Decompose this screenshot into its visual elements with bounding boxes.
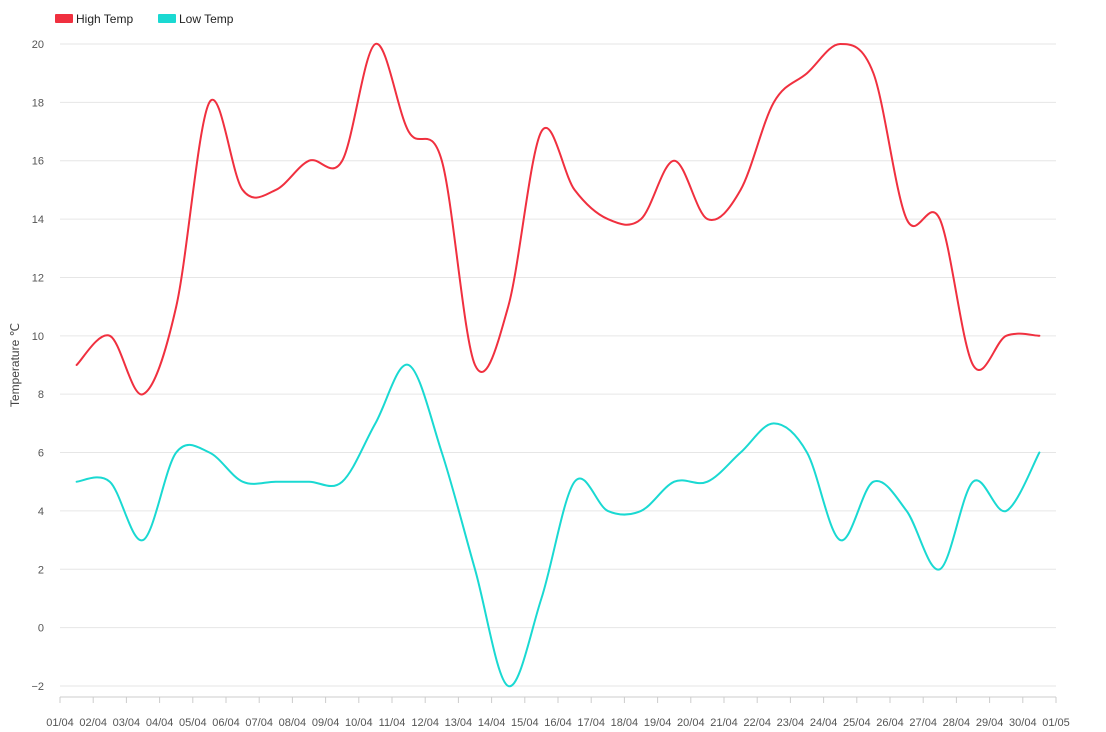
legend-swatch-high-temp xyxy=(55,14,73,23)
x-tick-label: 21/04 xyxy=(710,717,738,729)
x-tick-label: 01/05 xyxy=(1042,717,1070,729)
series-line-high-temp xyxy=(75,42,1041,396)
y-tick-label: 20 xyxy=(32,39,44,51)
x-tick-label: 05/04 xyxy=(179,717,207,729)
y-tick-label: 14 xyxy=(32,214,44,226)
y-tick-label: 10 xyxy=(32,331,44,343)
x-tick-label: 25/04 xyxy=(843,717,871,729)
x-tick-label: 15/04 xyxy=(511,717,539,729)
legend[interactable]: High Temp Low Temp xyxy=(55,12,234,26)
x-tick-label: 09/04 xyxy=(312,717,340,729)
y-tick-label: 12 xyxy=(32,272,44,284)
x-tick-label: 08/04 xyxy=(279,717,307,729)
series-line-low-temp xyxy=(75,363,1041,688)
y-tick-label: 16 xyxy=(32,156,44,168)
y-tick-label: 2 xyxy=(38,564,44,576)
x-axis: 01/04 02/04 03/04 04/04 05/04 06/04 07/04 08/04… xyxy=(46,696,1070,729)
x-tick-label: 13/04 xyxy=(445,717,473,729)
x-tick-label: 16/04 xyxy=(544,717,572,729)
grid-lines xyxy=(60,43,1056,687)
x-tick-label: 17/04 xyxy=(577,717,605,729)
legend-label-high-temp: High Temp xyxy=(76,12,133,26)
x-tick-label: 22/04 xyxy=(743,717,771,729)
x-tick-label: 23/04 xyxy=(777,717,805,729)
legend-label-low-temp: Low Temp xyxy=(179,12,234,26)
y-tick-label: 18 xyxy=(32,97,44,109)
x-tick-label: 30/04 xyxy=(1009,717,1037,729)
y-tick-label: 0 xyxy=(38,623,44,635)
x-tick-label: 19/04 xyxy=(644,717,672,729)
legend-item-low-temp[interactable]: Low Temp xyxy=(158,12,234,26)
y-axis-title: Temperature ℃ xyxy=(8,323,22,407)
x-tick-label: 14/04 xyxy=(478,717,506,729)
x-tick-label: 11/04 xyxy=(379,717,406,729)
x-tick-label: 29/04 xyxy=(976,717,1004,729)
x-tick-label: 10/04 xyxy=(345,717,373,729)
x-tick-label: 07/04 xyxy=(245,717,273,729)
x-tick-label: 04/04 xyxy=(146,717,174,729)
y-tick-label: 6 xyxy=(38,448,44,460)
x-tick-label: 06/04 xyxy=(212,717,240,729)
legend-swatch-low-temp xyxy=(158,14,176,23)
x-tick-label: 24/04 xyxy=(810,717,838,729)
x-tick-label: 28/04 xyxy=(943,717,971,729)
x-tick-label: 20/04 xyxy=(677,717,705,729)
y-tick-label: −2 xyxy=(31,681,44,693)
x-tick-label: 12/04 xyxy=(411,717,439,729)
legend-item-high-temp[interactable]: High Temp xyxy=(55,12,133,26)
x-tick-label: 03/04 xyxy=(113,717,141,729)
x-tick-label: 18/04 xyxy=(611,717,639,729)
x-tick-label: 27/04 xyxy=(909,717,937,729)
series-lines xyxy=(75,42,1041,688)
x-tick-label: 02/04 xyxy=(79,717,107,729)
x-tick-label: 26/04 xyxy=(876,717,904,729)
y-tick-label: 4 xyxy=(38,506,44,518)
y-tick-label: 8 xyxy=(38,389,44,401)
x-tick-label: 01/04 xyxy=(46,717,74,729)
